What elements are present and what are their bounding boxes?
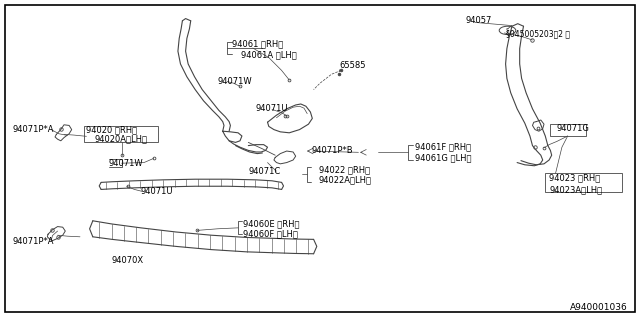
Text: 94071W: 94071W [218,77,252,86]
Text: 94061A ＜LH＞: 94061A ＜LH＞ [241,50,297,59]
Text: 94071P*A: 94071P*A [13,237,54,246]
Text: 94060E ＜RH＞: 94060E ＜RH＞ [243,220,300,228]
Text: 94071C: 94071C [248,167,280,176]
Bar [84,126,158,142]
Text: 94061G ＜LH＞: 94061G ＜LH＞ [415,153,471,162]
Text: 94071W: 94071W [109,159,143,168]
Text: 94071P*A: 94071P*A [13,125,54,134]
Text: 94071U: 94071U [256,104,289,113]
Text: S: S [506,28,509,33]
Text: 94023 ＜RH＞: 94023 ＜RH＞ [549,173,600,182]
Text: 94070X: 94070X [112,256,144,265]
Text: 94071G: 94071G [557,124,589,132]
Text: 94023A＜LH＞: 94023A＜LH＞ [549,185,602,194]
Text: 94071U: 94071U [141,188,173,196]
Text: 65585: 65585 [339,61,365,70]
Text: 94020 ＜RH＞: 94020 ＜RH＞ [86,125,138,134]
Text: 94020A＜LH＞: 94020A＜LH＞ [95,135,148,144]
Bar [550,124,586,136]
Text: §045005203（2 ）: §045005203（2 ） [506,29,570,38]
Text: 94057: 94057 [466,16,492,25]
Text: 94061F ＜RH＞: 94061F ＜RH＞ [415,143,471,152]
Text: 94060F ＜LH＞: 94060F ＜LH＞ [243,230,298,239]
Text: 94022 ＜RH＞: 94022 ＜RH＞ [319,165,370,174]
Text: 94022A＜LH＞: 94022A＜LH＞ [319,175,372,184]
Text: 94071P*B: 94071P*B [312,146,353,155]
Text: A940001036: A940001036 [570,303,627,312]
Bar [545,173,622,192]
Text: 94061 ＜RH＞: 94061 ＜RH＞ [232,40,283,49]
